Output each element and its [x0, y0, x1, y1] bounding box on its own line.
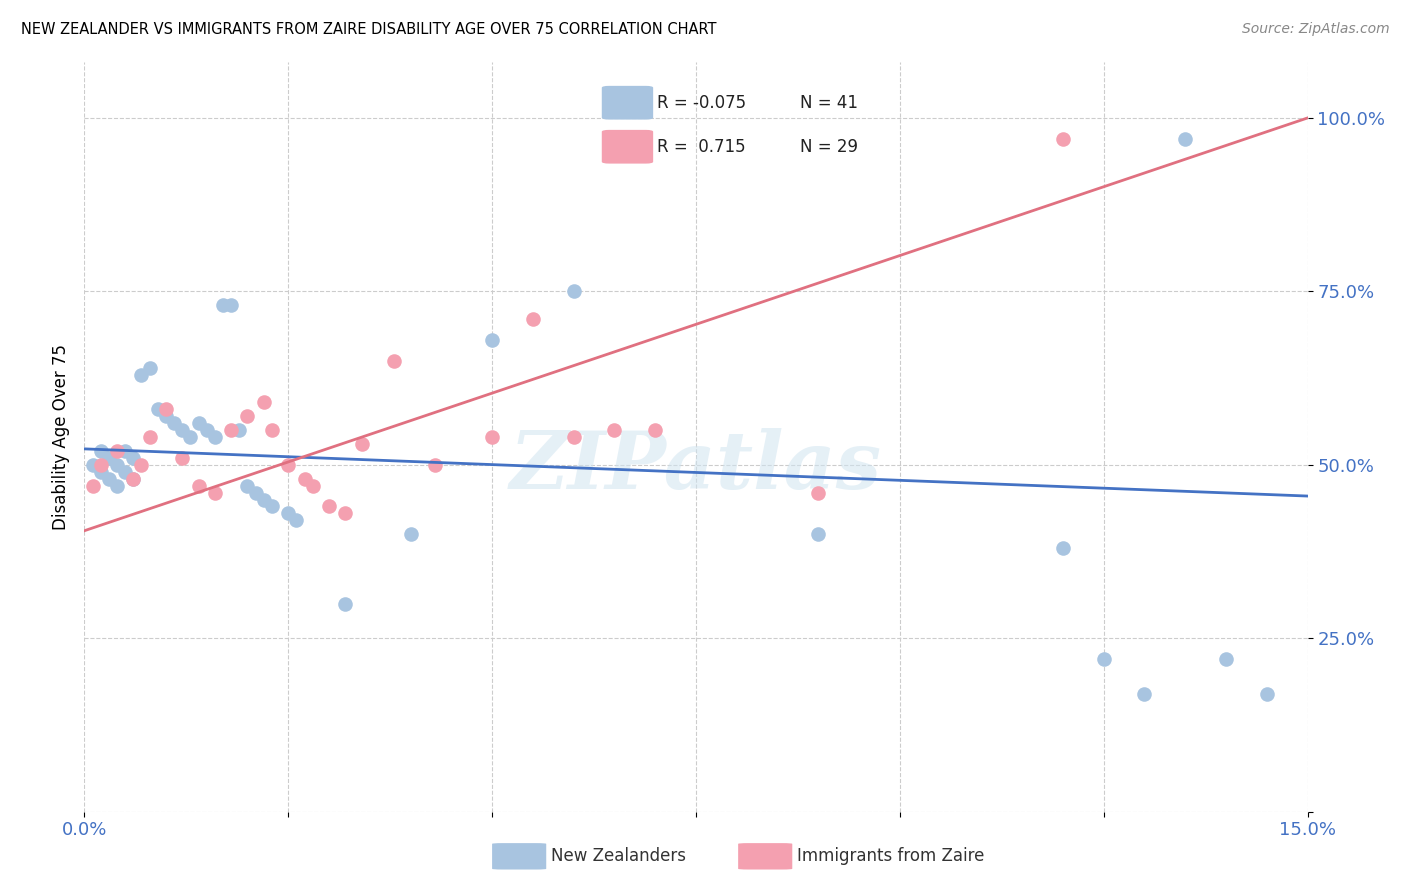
Point — [1092, 652, 1115, 666]
Point — [219, 423, 242, 437]
Point — [204, 485, 226, 500]
Point — [807, 527, 830, 541]
Point — [114, 444, 136, 458]
Point — [105, 478, 128, 492]
Point — [253, 492, 276, 507]
Text: Immigrants from Zaire: Immigrants from Zaire — [797, 847, 984, 865]
Point — [236, 478, 259, 492]
Point — [82, 458, 104, 472]
Point — [187, 416, 209, 430]
Point — [260, 423, 283, 437]
Point — [277, 507, 299, 521]
Point — [97, 450, 120, 465]
Point — [1256, 687, 1278, 701]
Point — [105, 444, 128, 458]
Point — [172, 450, 194, 465]
Point — [350, 437, 373, 451]
Text: New Zealanders: New Zealanders — [551, 847, 686, 865]
Point — [603, 423, 626, 437]
Point — [90, 444, 112, 458]
Point — [335, 597, 357, 611]
Point — [236, 409, 259, 424]
Point — [562, 285, 585, 299]
Point — [138, 430, 160, 444]
Point — [285, 513, 308, 527]
Point — [562, 430, 585, 444]
Point — [146, 402, 169, 417]
Point — [179, 430, 201, 444]
Text: Source: ZipAtlas.com: Source: ZipAtlas.com — [1241, 22, 1389, 37]
Point — [138, 360, 160, 375]
Point — [114, 465, 136, 479]
Point — [294, 472, 316, 486]
Point — [131, 368, 153, 382]
Point — [1133, 687, 1156, 701]
Point — [97, 472, 120, 486]
Point — [644, 423, 666, 437]
Point — [122, 450, 145, 465]
Point — [522, 312, 544, 326]
Point — [1215, 652, 1237, 666]
Point — [481, 333, 503, 347]
Point — [301, 478, 323, 492]
Point — [90, 465, 112, 479]
Point — [82, 478, 104, 492]
Point — [245, 485, 267, 500]
Point — [122, 472, 145, 486]
Point — [163, 416, 186, 430]
Point — [481, 430, 503, 444]
Text: ZIPatlas: ZIPatlas — [510, 428, 882, 506]
Point — [105, 458, 128, 472]
Point — [260, 500, 283, 514]
Point — [1174, 132, 1197, 146]
FancyBboxPatch shape — [738, 843, 793, 870]
Point — [172, 423, 194, 437]
Point — [399, 527, 422, 541]
Point — [228, 423, 250, 437]
Point — [1052, 132, 1074, 146]
Point — [155, 409, 177, 424]
Point — [90, 458, 112, 472]
Point — [382, 353, 405, 368]
Point — [1052, 541, 1074, 555]
Point — [807, 485, 830, 500]
Point — [318, 500, 340, 514]
Y-axis label: Disability Age Over 75: Disability Age Over 75 — [52, 344, 70, 530]
FancyBboxPatch shape — [492, 843, 546, 870]
Point — [155, 402, 177, 417]
Point — [219, 298, 242, 312]
Point — [335, 507, 357, 521]
Point — [277, 458, 299, 472]
Point — [212, 298, 235, 312]
Point — [187, 478, 209, 492]
Text: NEW ZEALANDER VS IMMIGRANTS FROM ZAIRE DISABILITY AGE OVER 75 CORRELATION CHART: NEW ZEALANDER VS IMMIGRANTS FROM ZAIRE D… — [21, 22, 717, 37]
Point — [122, 472, 145, 486]
Point — [131, 458, 153, 472]
Point — [204, 430, 226, 444]
Point — [423, 458, 446, 472]
Point — [253, 395, 276, 409]
Point — [195, 423, 218, 437]
